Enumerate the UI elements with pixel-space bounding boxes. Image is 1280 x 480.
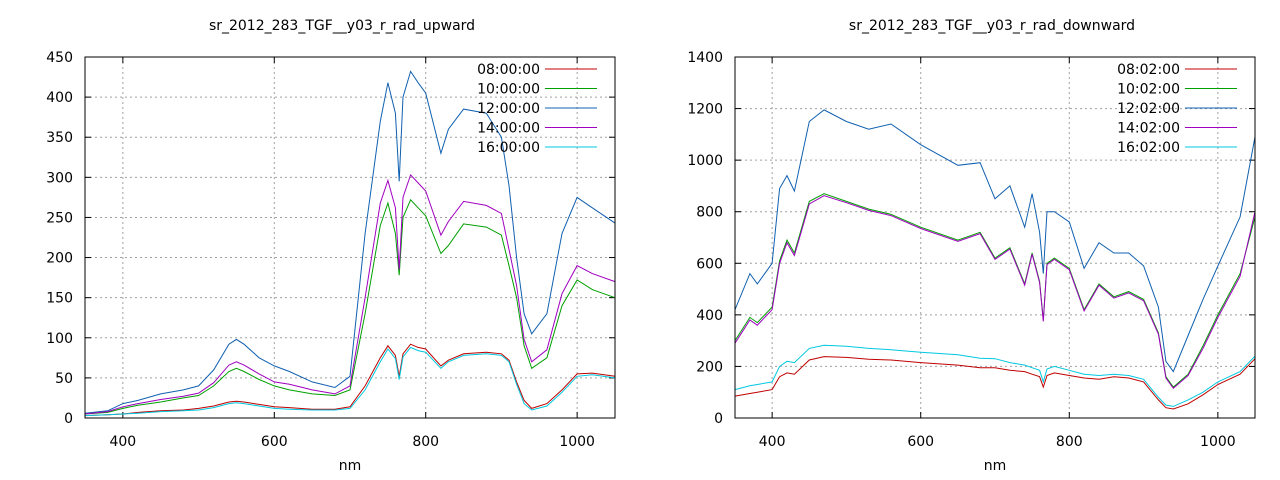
x-tick-label: 600 xyxy=(907,434,934,450)
x-tick-label: 400 xyxy=(109,434,136,450)
y-tick-label: 200 xyxy=(46,251,73,267)
y-tick-label: 400 xyxy=(696,308,723,324)
x-axis-label: nm xyxy=(984,458,1007,474)
series-line-3 xyxy=(734,195,1256,390)
y-tick-label: 1400 xyxy=(687,50,723,66)
x-tick-label: 600 xyxy=(261,434,288,450)
x-tick-label: 1000 xyxy=(559,434,595,450)
series-line-2 xyxy=(734,109,1256,373)
y-tick-label: 1200 xyxy=(687,102,723,118)
y-tick-label: 100 xyxy=(46,331,73,347)
x-tick-label: 800 xyxy=(412,434,439,450)
y-tick-label: 1000 xyxy=(687,153,723,169)
y-tick-label: 150 xyxy=(46,291,73,307)
series-line-4 xyxy=(84,346,616,417)
x-axis-label: nm xyxy=(339,458,362,474)
x-tick-label: 800 xyxy=(1056,434,1083,450)
x-tick-label: 400 xyxy=(759,434,786,450)
series-line-0 xyxy=(84,343,616,417)
y-tick-label: 400 xyxy=(46,90,73,106)
y-tick-label: 250 xyxy=(46,210,73,226)
legend-label: 16:02:00 xyxy=(1117,140,1180,156)
legend-label: 10:02:00 xyxy=(1117,82,1180,98)
chart-title: sr_2012_283_TGF__y03_r_rad_downward xyxy=(849,18,1135,34)
y-tick-label: 0 xyxy=(714,411,723,427)
y-tick-label: 600 xyxy=(696,256,723,272)
chart-title: sr_2012_283_TGF__y03_r_rad_upward xyxy=(209,18,475,34)
downward-radiance-chart: sr_2012_283_TGF__y03_r_rad_downward 0 200 4… xyxy=(687,18,1256,474)
plot-frame xyxy=(734,56,1256,419)
y-tick-label: 450 xyxy=(46,50,73,66)
legend-label: 10:00:00 xyxy=(477,82,540,98)
plot-frame xyxy=(84,56,616,419)
legend-label: 14:02:00 xyxy=(1117,121,1180,137)
legend-label: 16:00:00 xyxy=(477,140,540,156)
legend-label: 08:02:00 xyxy=(1117,62,1180,78)
legend-label: 14:00:00 xyxy=(477,121,540,137)
legend-label: 12:00:00 xyxy=(477,101,540,117)
legend-label: 12:02:00 xyxy=(1117,101,1180,117)
series-line-3 xyxy=(84,173,616,415)
series-line-0 xyxy=(734,356,1256,410)
series-line-4 xyxy=(734,344,1256,407)
y-tick-label: 800 xyxy=(696,205,723,221)
upward-radiance-chart: sr_2012_283_TGF__y03_r_rad_upward 0 50 100 1… xyxy=(46,18,616,474)
series-line-1 xyxy=(84,198,616,415)
series-line-2 xyxy=(84,70,616,414)
legend-label: 08:00:00 xyxy=(477,62,540,78)
x-tick-label: 1000 xyxy=(1200,434,1236,450)
y-tick-label: 200 xyxy=(696,359,723,375)
y-tick-label: 350 xyxy=(46,130,73,146)
y-tick-label: 50 xyxy=(55,371,73,387)
y-tick-label: 300 xyxy=(46,170,73,186)
series-line-1 xyxy=(734,193,1256,388)
y-tick-label: 0 xyxy=(64,411,73,427)
